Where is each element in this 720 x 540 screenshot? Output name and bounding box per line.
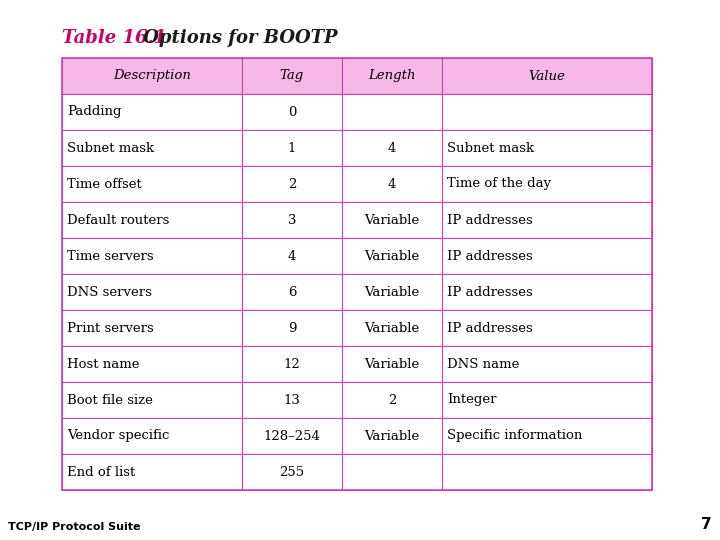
Bar (442, 238, 652, 274)
Text: 128–254: 128–254 (264, 429, 320, 442)
Bar (242, 346, 342, 382)
Text: Description: Description (113, 70, 191, 83)
Text: 255: 255 (279, 465, 305, 478)
Bar (242, 382, 342, 418)
Bar (62, 274, 242, 310)
Text: Length: Length (368, 70, 415, 83)
Bar (242, 94, 342, 130)
Text: Specific information: Specific information (447, 429, 582, 442)
Bar (342, 418, 442, 454)
Bar (62, 346, 242, 382)
Bar (62, 310, 242, 346)
Text: Default routers: Default routers (67, 213, 169, 226)
Bar (342, 382, 442, 418)
Text: Variable: Variable (364, 213, 420, 226)
Text: Variable: Variable (364, 429, 420, 442)
Text: IP addresses: IP addresses (447, 249, 533, 262)
Text: Subnet mask: Subnet mask (447, 141, 534, 154)
Bar (442, 454, 652, 490)
Text: 2: 2 (388, 394, 396, 407)
Text: 7: 7 (701, 517, 712, 532)
Bar (442, 94, 652, 130)
Text: IP addresses: IP addresses (447, 286, 533, 299)
Bar (242, 274, 342, 310)
Text: TCP/IP Protocol Suite: TCP/IP Protocol Suite (8, 522, 140, 532)
Text: Variable: Variable (364, 249, 420, 262)
Text: DNS servers: DNS servers (67, 286, 152, 299)
Bar (242, 58, 342, 94)
Text: 2: 2 (288, 178, 296, 191)
Bar (242, 454, 342, 490)
Bar (62, 202, 242, 238)
Bar (62, 58, 242, 94)
Text: End of list: End of list (67, 465, 135, 478)
Bar (62, 382, 242, 418)
Text: Variable: Variable (364, 286, 420, 299)
Text: Variable: Variable (364, 357, 420, 370)
Bar (442, 166, 652, 202)
Bar (442, 202, 652, 238)
Text: Variable: Variable (364, 321, 420, 334)
Text: 13: 13 (284, 394, 300, 407)
Bar (442, 346, 652, 382)
Bar (62, 130, 242, 166)
Text: Time servers: Time servers (67, 249, 153, 262)
Text: Host name: Host name (67, 357, 140, 370)
Bar (442, 382, 652, 418)
Text: Vendor specific: Vendor specific (67, 429, 169, 442)
Bar (442, 58, 652, 94)
Bar (442, 310, 652, 346)
Bar (62, 454, 242, 490)
Bar (242, 238, 342, 274)
Bar (342, 238, 442, 274)
Bar (342, 274, 442, 310)
Bar (62, 418, 242, 454)
Text: 4: 4 (288, 249, 296, 262)
Text: 12: 12 (284, 357, 300, 370)
Text: Padding: Padding (67, 105, 122, 118)
Text: Options for BOOTP: Options for BOOTP (137, 29, 338, 47)
Bar (342, 166, 442, 202)
Text: 4: 4 (388, 178, 396, 191)
Bar (342, 94, 442, 130)
Text: 6: 6 (288, 286, 296, 299)
Text: Subnet mask: Subnet mask (67, 141, 154, 154)
Bar (342, 346, 442, 382)
Bar (62, 58, 652, 490)
Bar (242, 130, 342, 166)
Bar (442, 130, 652, 166)
Text: 4: 4 (388, 141, 396, 154)
Text: Value: Value (528, 70, 565, 83)
Text: IP addresses: IP addresses (447, 321, 533, 334)
Bar (242, 418, 342, 454)
Text: Boot file size: Boot file size (67, 394, 153, 407)
Text: Tag: Tag (280, 70, 304, 83)
Bar (442, 274, 652, 310)
Text: Integer: Integer (447, 394, 497, 407)
Bar (342, 130, 442, 166)
Text: Time offset: Time offset (67, 178, 142, 191)
Bar (342, 202, 442, 238)
Bar (242, 166, 342, 202)
Bar (62, 166, 242, 202)
Bar (62, 94, 242, 130)
Bar (242, 310, 342, 346)
Text: Time of the day: Time of the day (447, 178, 551, 191)
Bar (242, 202, 342, 238)
Bar (342, 58, 442, 94)
Text: 0: 0 (288, 105, 296, 118)
Bar (342, 454, 442, 490)
Bar (442, 418, 652, 454)
Text: Table 16.1: Table 16.1 (62, 29, 166, 47)
Text: Print servers: Print servers (67, 321, 154, 334)
Text: 9: 9 (288, 321, 296, 334)
Text: 3: 3 (288, 213, 296, 226)
Text: DNS name: DNS name (447, 357, 519, 370)
Text: 1: 1 (288, 141, 296, 154)
Bar (62, 238, 242, 274)
Text: IP addresses: IP addresses (447, 213, 533, 226)
Bar (342, 310, 442, 346)
